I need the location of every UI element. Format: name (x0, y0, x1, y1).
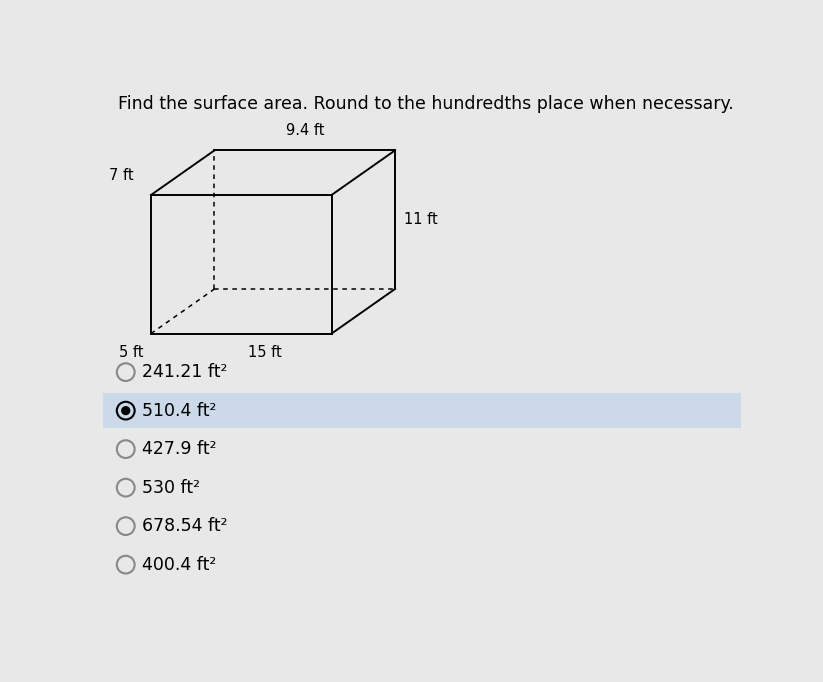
Text: 400.4 ft²: 400.4 ft² (142, 556, 216, 574)
Text: 510.4 ft²: 510.4 ft² (142, 402, 216, 419)
Text: 241.21 ft²: 241.21 ft² (142, 363, 228, 381)
Text: 7 ft: 7 ft (109, 168, 134, 183)
Text: 530 ft²: 530 ft² (142, 479, 200, 496)
Text: 15 ft: 15 ft (248, 345, 281, 360)
Circle shape (121, 406, 130, 415)
Text: 11 ft: 11 ft (404, 212, 438, 227)
FancyBboxPatch shape (103, 393, 741, 428)
Text: Find the surface area. Round to the hundredths place when necessary.: Find the surface area. Round to the hund… (119, 95, 734, 113)
Text: 427.9 ft²: 427.9 ft² (142, 440, 217, 458)
Text: 5 ft: 5 ft (119, 345, 143, 360)
Text: 678.54 ft²: 678.54 ft² (142, 517, 228, 535)
Text: 9.4 ft: 9.4 ft (286, 123, 324, 138)
